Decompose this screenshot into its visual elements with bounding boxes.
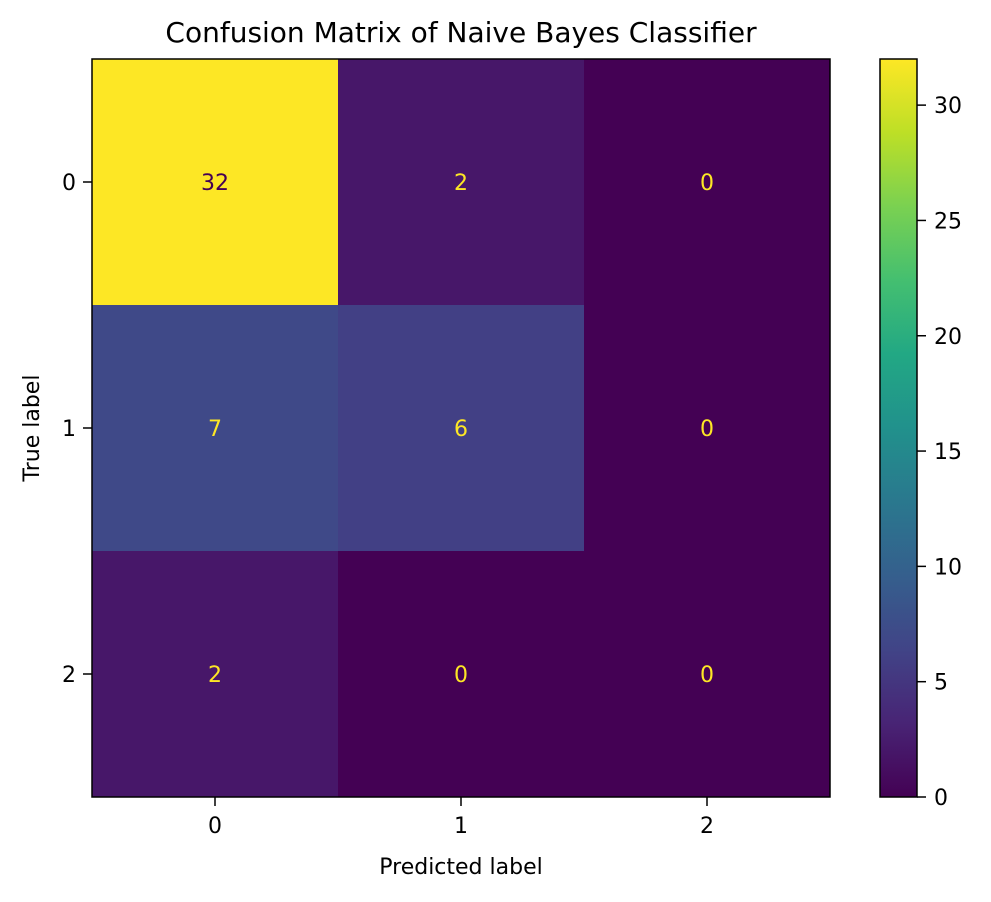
x-axis-title: Predicted label [379, 855, 542, 880]
colorbar-tick-label-10: 10 [934, 555, 962, 580]
heatmap-cell-r0-c1 [338, 59, 585, 306]
x-tick-label-0: 0 [208, 814, 222, 839]
cell-value-labels: 32 2 0 7 6 0 2 0 0 [201, 171, 714, 688]
chart-title: Confusion Matrix of Naive Bayes Classifi… [165, 16, 757, 49]
cell-value-label-r1-c0: 7 [208, 417, 222, 442]
y-tick-label-2: 2 [62, 663, 76, 688]
cell-value-label-r1-c1: 6 [454, 417, 468, 442]
colorbar-tick-label-30: 30 [934, 94, 962, 119]
colorbar-tick-label-20: 20 [934, 325, 962, 350]
cell-value-label-r2-c0: 2 [208, 663, 222, 688]
colorbar-axis: 0 5 10 15 20 25 30 [917, 94, 962, 811]
heatmap-cell-r2-c2 [584, 551, 831, 798]
cell-value-label-r2-c2: 0 [700, 663, 714, 688]
heatmap-cell-r1-c2 [584, 305, 831, 552]
cell-value-label-r0-c0: 32 [201, 171, 229, 196]
colorbar [879, 58, 918, 798]
colorbar-tick-label-5: 5 [934, 671, 948, 696]
cell-value-label-r2-c1: 0 [454, 663, 468, 688]
colorbar-tick-label-15: 15 [934, 440, 962, 465]
heatmap-cell-r0-c2 [584, 59, 831, 306]
cell-value-label-r0-c1: 2 [454, 171, 468, 196]
y-tick-label-0: 0 [62, 171, 76, 196]
heatmap-cell-r2-c1 [338, 551, 585, 798]
colorbar-tick-label-25: 25 [934, 209, 962, 234]
heatmap-cells [92, 59, 831, 798]
heatmap-cell-r1-c1 [338, 305, 585, 552]
y-axis: 0 1 2 [62, 171, 92, 688]
x-tick-label-2: 2 [700, 814, 714, 839]
cell-value-label-r0-c2: 0 [700, 171, 714, 196]
colorbar-tick-label-0: 0 [934, 786, 948, 811]
x-tick-label-1: 1 [454, 814, 468, 839]
heatmap-cell-r0-c0 [92, 59, 339, 306]
cell-value-label-r1-c2: 0 [700, 417, 714, 442]
heatmap-cell-r1-c0 [92, 305, 339, 552]
y-axis-title: True label [20, 375, 45, 483]
heatmap-cell-r2-c0 [92, 551, 339, 798]
x-axis: 0 1 2 [208, 797, 714, 839]
y-tick-label-1: 1 [62, 417, 76, 442]
